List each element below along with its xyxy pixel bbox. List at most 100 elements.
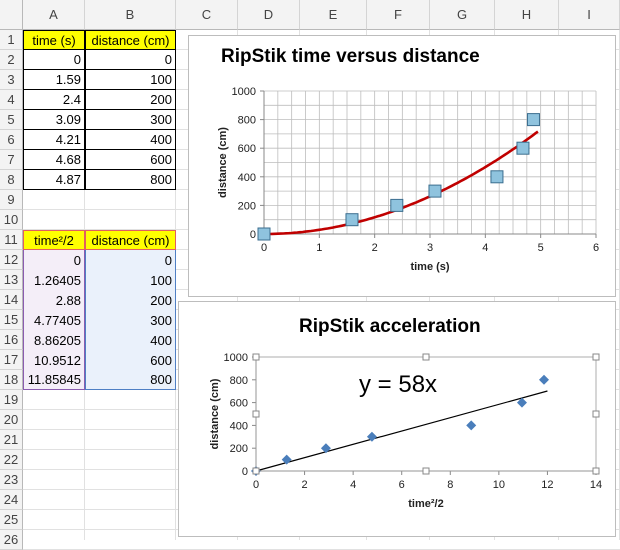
table1-data-cell[interactable]: 4.68 xyxy=(23,150,85,170)
trendline-equation: y = 58x xyxy=(359,371,437,398)
resize-handle xyxy=(422,467,430,475)
column-header-D[interactable]: D xyxy=(238,0,300,30)
table2-data-cell[interactable]: 200 xyxy=(85,290,176,310)
row-header-6[interactable]: 6 xyxy=(0,130,23,150)
x-tick-label: 2 xyxy=(372,242,378,254)
row-header-15[interactable]: 15 xyxy=(0,310,23,330)
x-tick-label: 8 xyxy=(447,479,453,491)
trendline-linear xyxy=(255,390,548,472)
row-header-23[interactable]: 23 xyxy=(0,470,23,490)
column-header-F[interactable]: F xyxy=(367,0,430,30)
table2-data-cell[interactable]: 800 xyxy=(85,370,176,390)
table1-data-cell[interactable]: 600 xyxy=(85,150,176,170)
table2-data-cell[interactable]: 0 xyxy=(85,250,176,270)
table1-data-cell[interactable]: 400 xyxy=(85,130,176,150)
data-point-square xyxy=(345,213,359,227)
select-all-corner[interactable] xyxy=(0,0,23,30)
table1-data-cell[interactable]: 4.21 xyxy=(23,130,85,150)
table1-data-cell[interactable]: 3.09 xyxy=(23,110,85,130)
row-header-20[interactable]: 20 xyxy=(0,410,23,430)
row-header-7[interactable]: 7 xyxy=(0,150,23,170)
table1-data-cell[interactable]: 1.59 xyxy=(23,70,85,90)
row-header-12[interactable]: 12 xyxy=(0,250,23,270)
table2-header-cell[interactable]: time²/2 xyxy=(23,230,85,250)
row-header-2[interactable]: 2 xyxy=(0,50,23,70)
table2-data-cell[interactable]: 0 xyxy=(23,250,85,270)
resize-handle xyxy=(252,353,260,361)
x-axis-title: time²/2 xyxy=(408,498,443,510)
y-axis-title: distance (cm) xyxy=(209,378,221,449)
row-header-25[interactable]: 25 xyxy=(0,510,23,530)
chart-acceleration[interactable]: RipStik acceleration 0 2 4 6 8 10 12 14 0 200 400 6… xyxy=(178,301,616,537)
column-header-E[interactable]: E xyxy=(300,0,367,30)
row-header-13[interactable]: 13 xyxy=(0,270,23,290)
data-point-square xyxy=(490,170,504,184)
y-tick-label: 800 xyxy=(238,115,256,127)
table1-header-cell[interactable]: distance (cm) xyxy=(85,30,176,50)
table2-data-cell[interactable]: 100 xyxy=(85,270,176,290)
table1-data-cell[interactable]: 100 xyxy=(85,70,176,90)
row-header-1[interactable]: 1 xyxy=(0,30,23,50)
row-header-21[interactable]: 21 xyxy=(0,430,23,450)
chart1-title: RipStik time versus distance xyxy=(221,46,480,67)
chart2-plot: 0 2 4 6 8 10 12 14 0 200 400 600 800 1000 time²/2 dista… xyxy=(209,352,602,510)
table1-data-cell[interactable]: 200 xyxy=(85,90,176,110)
row-header-22[interactable]: 22 xyxy=(0,450,23,470)
column-header-B[interactable]: B xyxy=(85,0,176,30)
row-header-16[interactable]: 16 xyxy=(0,330,23,350)
column-header-H[interactable]: H xyxy=(495,0,559,30)
data-point-diamond xyxy=(366,431,377,442)
table2-data-cell[interactable]: 11.85845 xyxy=(23,370,85,390)
table1-data-cell[interactable]: 2.4 xyxy=(23,90,85,110)
column-header-C[interactable]: C xyxy=(176,0,238,30)
table2-data-cell[interactable]: 8.86205 xyxy=(23,330,85,350)
column-header-A[interactable]: A xyxy=(23,0,85,30)
row-header-3[interactable]: 3 xyxy=(0,70,23,90)
table1-data-cell[interactable]: 300 xyxy=(85,110,176,130)
data-point-square xyxy=(526,113,540,127)
table2-data-cell[interactable]: 10.9512 xyxy=(23,350,85,370)
table2-data-cell[interactable]: 4.77405 xyxy=(23,310,85,330)
row-header-10[interactable]: 10 xyxy=(0,210,23,230)
row-header-9[interactable]: 9 xyxy=(0,190,23,210)
table1-data-cell[interactable]: 0 xyxy=(85,50,176,70)
column-header-I[interactable]: I xyxy=(559,0,620,30)
table1-header-cell[interactable]: time (s) xyxy=(23,30,85,50)
table2-header-cell[interactable]: distance (cm) xyxy=(85,230,176,250)
table2-data-cell[interactable]: 300 xyxy=(85,310,176,330)
row-header-17[interactable]: 17 xyxy=(0,350,23,370)
resize-handle xyxy=(592,353,600,361)
y-tick-label: 200 xyxy=(230,443,248,455)
data-point-square xyxy=(390,198,404,212)
x-tick-label: 0 xyxy=(253,479,259,491)
table1-data-cell[interactable]: 4.87 xyxy=(23,170,85,190)
row-header-8[interactable]: 8 xyxy=(0,170,23,190)
row-header-4[interactable]: 4 xyxy=(0,90,23,110)
chart-time-vs-distance[interactable]: RipStik time versus distance 0 1 2 3 4 5 6 0 200… xyxy=(188,35,616,297)
y-tick-label: 800 xyxy=(230,375,248,387)
row-header-19[interactable]: 19 xyxy=(0,390,23,410)
resize-handle xyxy=(592,467,600,475)
data-point-diamond xyxy=(281,454,292,465)
x-tick-label: 5 xyxy=(538,242,544,254)
row-header-18[interactable]: 18 xyxy=(0,370,23,390)
row-header-5[interactable]: 5 xyxy=(0,110,23,130)
x-tick-label: 12 xyxy=(541,479,553,491)
row-header-26[interactable]: 26 xyxy=(0,530,23,550)
x-tick-label: 10 xyxy=(493,479,505,491)
table2-data-cell[interactable]: 1.26405 xyxy=(23,270,85,290)
row-header-11[interactable]: 11 xyxy=(0,230,23,250)
table1-data-cell[interactable]: 800 xyxy=(85,170,176,190)
table1-data-cell[interactable]: 0 xyxy=(23,50,85,70)
table2-data-cell[interactable]: 400 xyxy=(85,330,176,350)
y-tick-label: 0 xyxy=(250,229,256,241)
data-point-diamond xyxy=(538,374,549,385)
row-header-14[interactable]: 14 xyxy=(0,290,23,310)
y-tick-label: 600 xyxy=(230,398,248,410)
x-tick-label: 4 xyxy=(350,479,356,491)
table2-data-cell[interactable]: 600 xyxy=(85,350,176,370)
column-header-G[interactable]: G xyxy=(430,0,495,30)
x-tick-label: 14 xyxy=(590,479,602,491)
table2-data-cell[interactable]: 2.88 xyxy=(23,290,85,310)
row-header-24[interactable]: 24 xyxy=(0,490,23,510)
